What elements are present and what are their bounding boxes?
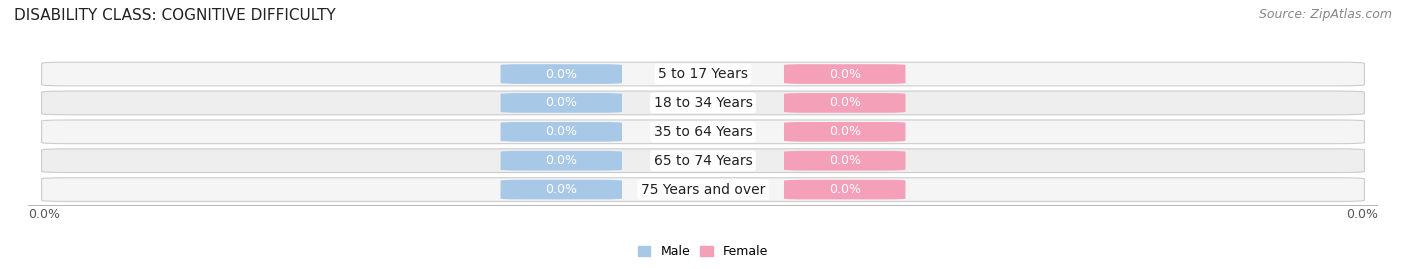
FancyBboxPatch shape: [501, 122, 621, 142]
Text: 0.0%: 0.0%: [828, 154, 860, 167]
FancyBboxPatch shape: [785, 122, 905, 142]
Text: 0.0%: 0.0%: [828, 125, 860, 138]
Legend: Male, Female: Male, Female: [638, 245, 768, 258]
FancyBboxPatch shape: [42, 91, 1364, 115]
FancyBboxPatch shape: [785, 64, 905, 84]
FancyBboxPatch shape: [42, 120, 1364, 144]
FancyBboxPatch shape: [785, 180, 905, 199]
Text: 0.0%: 0.0%: [546, 68, 578, 80]
Text: DISABILITY CLASS: COGNITIVE DIFFICULTY: DISABILITY CLASS: COGNITIVE DIFFICULTY: [14, 8, 336, 23]
FancyBboxPatch shape: [785, 151, 905, 171]
FancyBboxPatch shape: [42, 178, 1364, 201]
FancyBboxPatch shape: [501, 93, 621, 113]
Text: Source: ZipAtlas.com: Source: ZipAtlas.com: [1258, 8, 1392, 21]
Text: 0.0%: 0.0%: [828, 183, 860, 196]
Text: 0.0%: 0.0%: [828, 68, 860, 80]
FancyBboxPatch shape: [501, 180, 621, 199]
FancyBboxPatch shape: [42, 149, 1364, 172]
Text: 0.0%: 0.0%: [546, 96, 578, 109]
Text: 75 Years and over: 75 Years and over: [641, 183, 765, 197]
Text: 0.0%: 0.0%: [28, 207, 60, 221]
Text: 0.0%: 0.0%: [546, 183, 578, 196]
Text: 18 to 34 Years: 18 to 34 Years: [654, 96, 752, 110]
Text: 0.0%: 0.0%: [828, 96, 860, 109]
Text: 65 to 74 Years: 65 to 74 Years: [654, 154, 752, 168]
Text: 0.0%: 0.0%: [1346, 207, 1378, 221]
FancyBboxPatch shape: [501, 151, 621, 171]
Text: 35 to 64 Years: 35 to 64 Years: [654, 125, 752, 139]
FancyBboxPatch shape: [42, 62, 1364, 86]
FancyBboxPatch shape: [785, 93, 905, 113]
Text: 0.0%: 0.0%: [546, 125, 578, 138]
FancyBboxPatch shape: [501, 64, 621, 84]
Text: 5 to 17 Years: 5 to 17 Years: [658, 67, 748, 81]
Text: 0.0%: 0.0%: [546, 154, 578, 167]
